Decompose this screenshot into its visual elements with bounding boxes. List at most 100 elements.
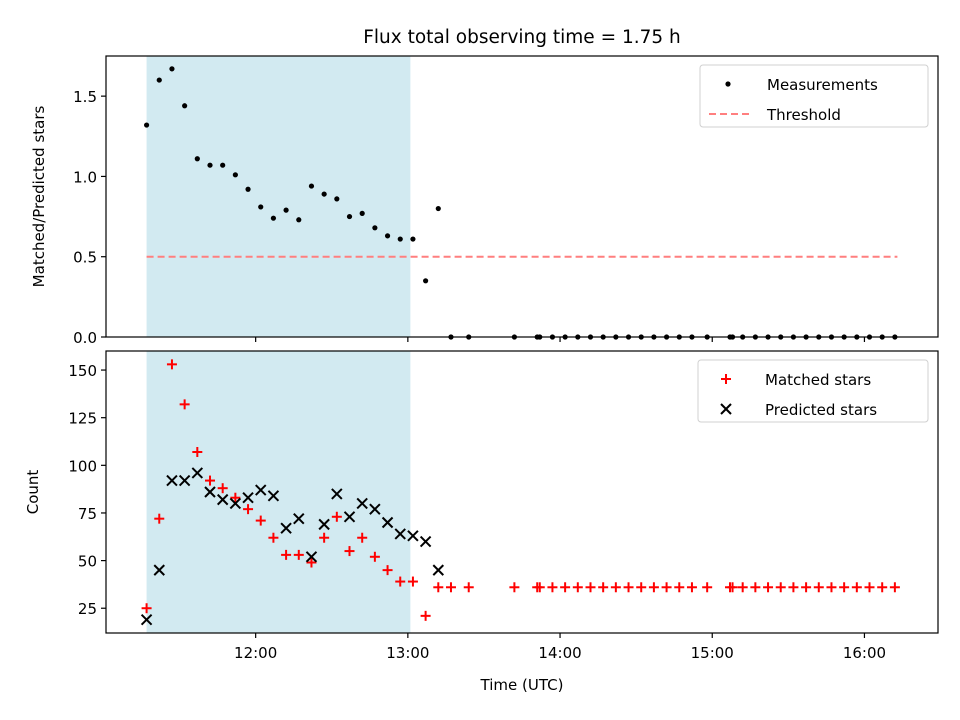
- data-point: [737, 582, 748, 593]
- data-point: [877, 582, 888, 593]
- data-point: [204, 486, 216, 498]
- data-point: [889, 582, 900, 593]
- data-point: [851, 582, 862, 593]
- data-point: [305, 551, 318, 563]
- data-point: [140, 613, 153, 626]
- data-point: [258, 204, 264, 210]
- data-point: [359, 210, 365, 216]
- data-point: [255, 484, 267, 496]
- top-panel: 0.0 0.5 1.0 1.5 Matched/Predicted stars Measu…: [30, 55, 939, 347]
- y-axis-label: Count: [24, 470, 42, 515]
- y-axis-label: Matched/Predicted stars: [30, 106, 48, 288]
- data-point: [674, 582, 685, 593]
- x-tick-label: 12:00: [234, 644, 277, 662]
- y-tick-label: 125: [68, 410, 97, 428]
- data-point: [205, 475, 215, 486]
- data-point: [268, 532, 279, 543]
- series-predicted-stars: [140, 467, 444, 626]
- data-point: [207, 162, 213, 168]
- data-point: [319, 532, 330, 543]
- x-tick-label: 16:00: [843, 644, 886, 662]
- legend-handle: [721, 374, 731, 384]
- data-point: [334, 196, 340, 202]
- data-point: [775, 582, 786, 593]
- data-point: [216, 493, 229, 506]
- x-axis-label: Time (UTC): [480, 676, 564, 694]
- data-point: [153, 564, 165, 576]
- axes-frame: [105, 350, 939, 634]
- series-matched-stars: [141, 359, 900, 621]
- data-point: [331, 511, 342, 522]
- data-point: [763, 582, 774, 593]
- data-point: [813, 582, 824, 593]
- data-point: [686, 582, 697, 593]
- data-point: [156, 77, 162, 83]
- data-point: [384, 233, 391, 239]
- data-point: [839, 582, 850, 593]
- data-point: [255, 515, 266, 526]
- data-point: [356, 497, 368, 510]
- x-tick-label: 15:00: [691, 644, 734, 662]
- data-point: [572, 582, 583, 593]
- legend: Measurements Threshold: [699, 64, 929, 128]
- data-point: [750, 582, 761, 593]
- legend-label: Matched stars: [765, 371, 871, 389]
- data-point: [267, 490, 280, 502]
- data-point: [826, 582, 837, 593]
- y-tick-label: 75: [78, 505, 97, 523]
- observing-span-shade: [146, 56, 411, 337]
- data-point: [217, 483, 228, 494]
- data-point: [420, 610, 431, 621]
- data-point: [321, 191, 327, 197]
- data-point: [230, 492, 241, 503]
- data-point: [243, 504, 254, 515]
- data-point: [143, 122, 150, 128]
- data-point: [394, 528, 406, 540]
- legend-label: Threshold: [766, 106, 841, 124]
- data-point: [357, 532, 368, 543]
- data-point: [281, 549, 292, 560]
- data-point: [372, 225, 378, 231]
- data-point: [242, 492, 254, 504]
- data-point: [229, 497, 242, 510]
- data-point: [293, 549, 304, 560]
- data-point: [463, 582, 474, 593]
- y-tick-label: 0.0: [73, 329, 97, 347]
- data-point: [623, 582, 634, 593]
- chart-title: Flux total observing time = 1.75 h: [363, 27, 681, 48]
- data-point: [788, 582, 799, 593]
- y-tick-label: 50: [78, 553, 97, 571]
- data-point: [801, 582, 812, 593]
- data-point: [293, 512, 305, 525]
- data-point: [344, 546, 355, 557]
- data-point: [534, 582, 545, 593]
- data-point: [547, 582, 558, 593]
- legend: Matched stars Predicted stars: [697, 359, 929, 423]
- data-point: [864, 582, 875, 593]
- data-point: [445, 582, 456, 593]
- data-point: [191, 467, 204, 479]
- data-point: [407, 530, 419, 542]
- data-point: [585, 582, 596, 593]
- data-point: [166, 474, 178, 487]
- data-point: [306, 557, 317, 568]
- data-point: [432, 564, 444, 576]
- data-point: [410, 236, 416, 242]
- data-point: [343, 511, 356, 523]
- y-tick-label: 1.0: [73, 168, 97, 186]
- data-point: [598, 582, 609, 593]
- data-point: [166, 359, 177, 370]
- data-point: [220, 162, 226, 168]
- data-point: [308, 183, 315, 189]
- y-tick-label: 1.5: [73, 88, 97, 106]
- data-point: [423, 278, 429, 284]
- data-point: [169, 66, 175, 72]
- data-point: [648, 582, 659, 593]
- data-point: [192, 446, 203, 457]
- data-point: [154, 513, 165, 524]
- data-point: [182, 103, 188, 109]
- data-point: [661, 582, 672, 593]
- data-point: [369, 503, 381, 515]
- y-tick-label: 25: [78, 600, 97, 618]
- data-point: [435, 205, 441, 212]
